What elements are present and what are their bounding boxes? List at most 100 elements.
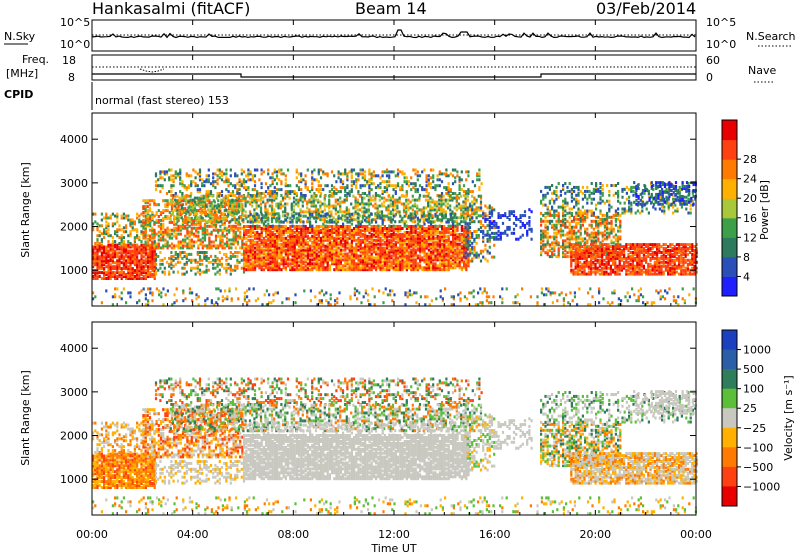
power-cell — [395, 225, 397, 228]
power-cell — [151, 211, 153, 214]
power-cell — [247, 229, 249, 232]
power-cell — [382, 239, 384, 242]
power-cell — [261, 227, 263, 230]
power-cell — [423, 188, 425, 191]
power-cell — [362, 239, 364, 242]
power-cell — [333, 205, 335, 208]
power-cell — [318, 180, 320, 183]
power-cell — [362, 192, 364, 195]
power-cell — [445, 172, 447, 175]
power-cell — [459, 249, 461, 252]
nave-dip — [140, 69, 164, 72]
power-cell — [157, 255, 159, 258]
power-cell — [173, 227, 175, 230]
power-cell — [189, 225, 191, 228]
power-cell — [164, 229, 166, 232]
power-cell — [450, 172, 452, 175]
power-cell — [261, 239, 263, 242]
power-cell — [342, 258, 344, 261]
power-cell — [393, 170, 395, 173]
noise-sky-label: N.Sky — [4, 30, 36, 43]
power-cell — [263, 256, 265, 259]
power-cell — [360, 258, 362, 261]
power-cell — [333, 237, 335, 240]
power-cell — [164, 271, 166, 274]
power-cell — [283, 172, 285, 175]
power-cell — [298, 172, 300, 175]
power-cell — [373, 182, 375, 185]
power-cell — [425, 206, 427, 209]
power-cell — [129, 242, 131, 245]
power-cell — [333, 174, 335, 177]
power-cell — [236, 188, 238, 191]
power-cell — [265, 225, 267, 228]
power-cell — [474, 184, 476, 187]
power-cell — [159, 251, 161, 254]
power-cell — [426, 253, 428, 256]
power-cell — [441, 180, 443, 183]
power-cell — [168, 263, 170, 266]
power-cell — [278, 169, 280, 172]
power-cell — [388, 249, 390, 252]
power-cell — [195, 227, 197, 230]
power-cell — [156, 233, 158, 236]
power-cell — [265, 213, 267, 216]
power-cell — [212, 180, 214, 183]
power-cell — [236, 182, 238, 185]
power-cell — [469, 214, 471, 217]
power-cell — [224, 243, 226, 246]
power-cell — [439, 184, 441, 187]
power-cell — [445, 210, 447, 213]
power-cell — [333, 268, 335, 271]
freq-panel: Freq. [MHz] 18 8 60 0 Nave CPID normal (… — [4, 53, 776, 110]
power-cell — [339, 197, 341, 200]
power-cell — [404, 260, 406, 263]
power-cell — [289, 184, 291, 187]
power-cell — [458, 203, 460, 206]
power-cell — [454, 256, 456, 259]
power-cell — [184, 267, 186, 270]
power-cell — [437, 184, 439, 187]
power-cell — [212, 267, 214, 270]
power-cell — [355, 184, 357, 187]
power-cell — [138, 215, 140, 218]
power-cell — [432, 225, 434, 228]
power-cell — [269, 190, 271, 193]
power-cell — [188, 184, 190, 187]
power-cell — [191, 227, 193, 230]
power-cell — [206, 244, 208, 247]
power-cell — [410, 206, 412, 209]
power-cell — [210, 255, 212, 258]
power-cell — [406, 231, 408, 234]
power-cell — [183, 218, 185, 221]
power-cell — [289, 225, 291, 228]
power-cell — [140, 213, 142, 216]
power-cell — [425, 195, 427, 198]
power-cell — [241, 180, 243, 183]
power-cell — [252, 215, 254, 218]
power-cell — [452, 182, 454, 185]
power-cell — [193, 241, 195, 244]
power-cell — [327, 184, 329, 187]
power-cell — [217, 174, 219, 177]
power-cell — [406, 255, 408, 258]
power-cell — [199, 273, 201, 276]
power-cell — [184, 263, 186, 266]
power-cell — [229, 205, 231, 208]
power-cell — [309, 190, 311, 193]
power-cell — [447, 199, 449, 202]
power-cell — [287, 190, 289, 193]
power-cell — [372, 199, 374, 202]
power-cell — [107, 228, 109, 231]
power-cell — [217, 235, 219, 238]
power-cell — [331, 225, 333, 228]
power-cell — [315, 220, 317, 223]
power-cell — [291, 258, 293, 261]
power-cell — [196, 201, 198, 204]
power-cell — [295, 203, 297, 206]
power-cell — [410, 176, 412, 179]
power-cell — [254, 219, 256, 222]
power-cell — [283, 256, 285, 259]
power-cell — [373, 256, 375, 259]
power-cell — [362, 184, 364, 187]
